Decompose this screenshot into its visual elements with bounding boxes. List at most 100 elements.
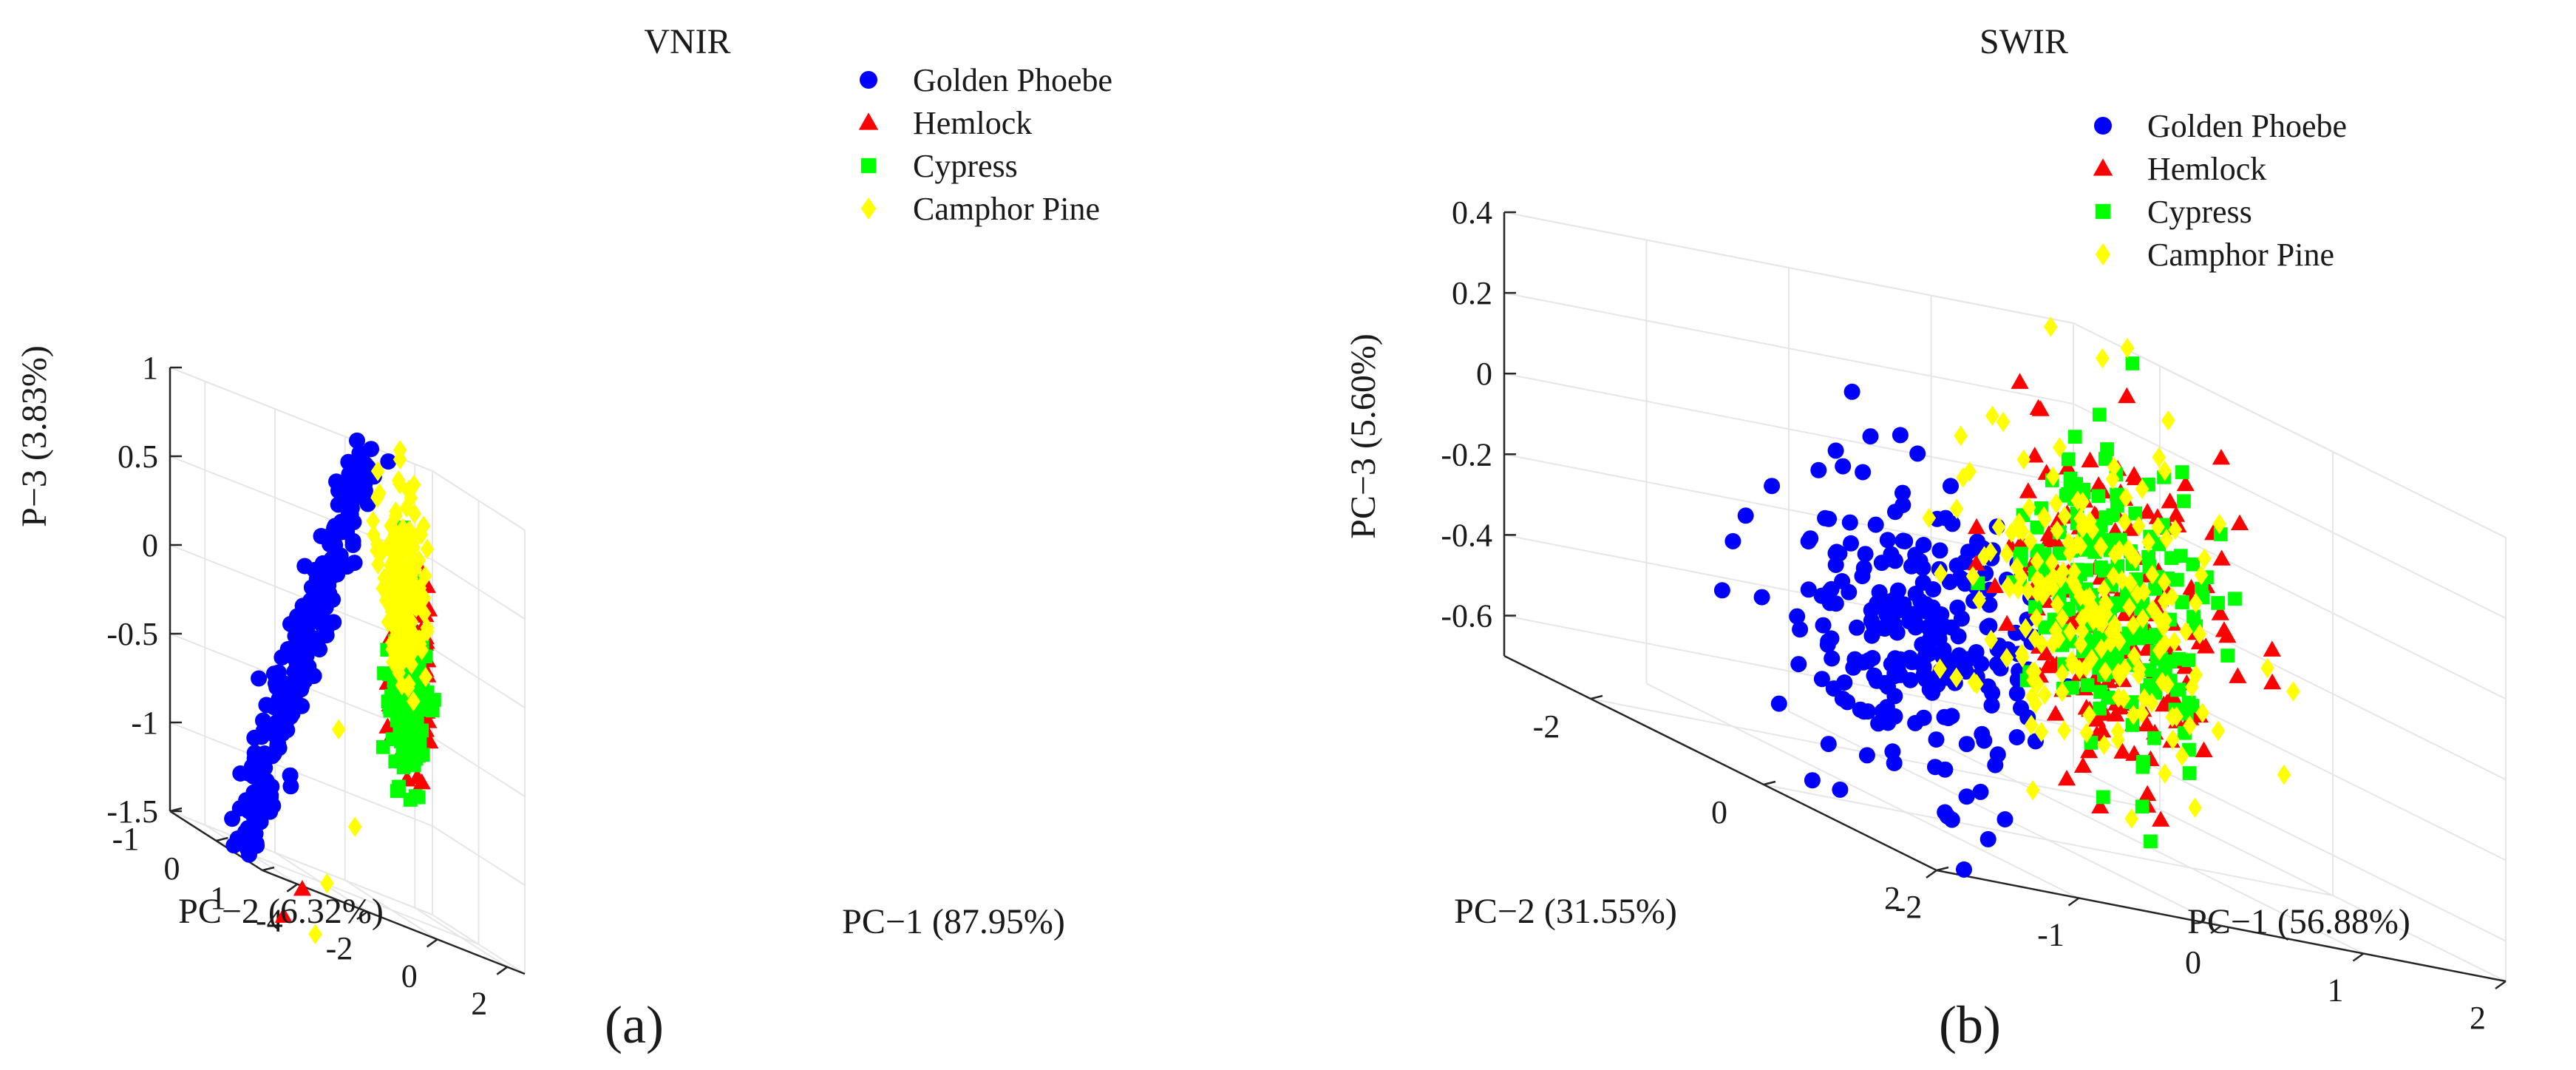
y-axis-label: PC−2 (31.55%) [1454,892,1677,931]
point-camphor-pine [398,570,413,591]
point-camphor-pine [2145,564,2160,585]
point-camphor-pine [2126,705,2141,725]
point-cypress [2030,521,2045,535]
point-camphor-pine [1991,517,2006,538]
point-cypress [2147,731,2161,745]
point-camphor-pine [2049,493,2063,514]
point-camphor-pine [2198,548,2212,569]
point-camphor-pine [2144,692,2159,714]
gridline [432,737,526,797]
point-golden-phoebe: -1.2, 0.2, 0.95 [350,456,367,473]
point-cypress [375,740,390,754]
point-hemlock [2161,492,2179,509]
gridline [1503,292,2074,405]
point-cypress [2175,465,2189,479]
point-golden-phoebe [1996,811,2013,827]
point-camphor-pine [404,654,418,675]
point-camphor-pine: -1.5, 0, -0.6 [331,719,346,740]
point-cypress [2093,407,2107,422]
z-tick-label: -0.4 [1441,517,1492,553]
point-cypress [2061,452,2076,467]
point-camphor-pine [401,479,416,501]
point-hemlock [2121,520,2139,536]
legend-marker [2095,243,2111,265]
point-golden-phoebe [224,810,241,827]
point-camphor-pine [2034,722,2049,742]
point-camphor-pine [2050,594,2064,615]
point-camphor-pine [2131,664,2146,685]
point-camphor-pine [2158,460,2172,481]
point-camphor-pine [2132,515,2146,537]
z-tick-label: 0.2 [1452,275,1492,311]
point-camphor-pine [386,551,400,572]
point-golden-phoebe [1753,589,1770,606]
point-camphor-pine [2030,551,2045,572]
point-camphor-pine [2093,536,2107,558]
legend-marker [2094,117,2112,135]
point-hemlock [2025,447,2044,463]
point-camphor-pine: -1.7, -0.1, -1.5 [320,873,334,894]
point-golden-phoebe [1925,581,1942,597]
point-hemlock [2089,475,2108,492]
point-camphor-pine [2135,703,2150,724]
x-tick-label: 2 [471,986,487,1022]
point-camphor-pine [2107,456,2121,478]
point-camphor-pine [396,578,411,599]
point-golden-phoebe [344,477,361,494]
point-golden-phoebe [284,705,301,722]
point-golden-phoebe [252,813,269,830]
point-cypress [2173,549,2188,563]
point-hemlock [2212,549,2231,566]
point-cypress [2063,471,2078,486]
gridline [1763,784,2334,896]
z-tick-label: 0 [1476,356,1492,392]
point-golden-phoebe [306,600,323,617]
point-golden-phoebe [346,555,363,572]
point-golden-phoebe [296,558,313,575]
x-tick [2210,924,2222,935]
point-golden-phoebe [1817,509,1834,526]
point-cypress [401,718,415,732]
point-camphor-pine [2085,520,2099,541]
point-golden-phoebe [1832,781,1849,798]
point-golden-phoebe [1958,788,1975,805]
point-camphor-pine [2062,532,2076,553]
point-golden-phoebe: -4.3, 0.1, -1.38 [237,824,254,841]
point-golden-phoebe [251,670,268,687]
point-camphor-pine [2212,513,2226,535]
point-camphor-pine [1934,563,1948,584]
point-cypress [2144,630,2158,644]
point-hemlock [2088,711,2107,727]
z-tick-label: 1 [142,350,158,386]
point-camphor-pine [370,487,384,508]
legend-label: Hemlock [913,105,1032,141]
point-golden-phoebe [1737,507,1754,524]
point-golden-phoebe [1923,631,1940,648]
point-camphor-pine [2064,650,2079,671]
gridline [432,914,526,975]
point-hemlock [2212,448,2231,465]
point-golden-phoebe [1880,678,1896,695]
gridline [216,840,479,945]
legend: Golden Phoebe Hemlock Cypress Camphor Pine [2093,108,2347,273]
gridline [1590,698,2161,810]
point-golden-phoebe [1929,676,1946,693]
point-golden-phoebe [1825,680,1842,697]
point-cypress [2079,563,2094,578]
point-hemlock [2229,667,2247,683]
point-cypress [2181,695,2196,710]
point-golden-phoebe [1857,546,1874,563]
point-golden-phoebe [1855,464,1872,481]
point-golden-phoebe [1894,484,1911,501]
legend-marker [2095,203,2111,220]
point-camphor-pine [1999,648,2014,668]
gridline [2073,322,2507,538]
point-camphor-pine [387,527,401,548]
point-camphor-pine [2014,643,2029,664]
point-golden-phoebe [1984,685,2001,702]
point-camphor-pine [2043,316,2058,337]
point-golden-phoebe [1909,445,1926,462]
point-golden-phoebe [1907,546,1924,563]
point-golden-phoebe [1834,573,1851,589]
